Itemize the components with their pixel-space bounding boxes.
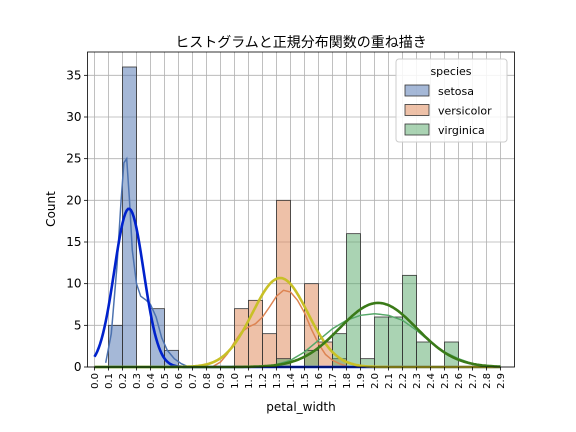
x-tick-label: 1.3 [272, 373, 283, 389]
x-tick-label: 0.0 [90, 373, 101, 389]
legend-label-setosa: setosa [438, 85, 474, 98]
x-tick-label: 0.4 [146, 373, 157, 389]
y-tick-label: 0 [74, 360, 82, 374]
bar-virginica [416, 341, 431, 368]
x-tick-label: 1.2 [258, 373, 269, 389]
x-tick-label: 2.9 [496, 373, 507, 389]
y-tick-label: 5 [74, 318, 82, 332]
legend-label-virginica: virginica [438, 124, 485, 137]
x-tick-label: 1.1 [244, 373, 255, 389]
chart-title: ヒストグラムと正規分布関数の重ね描き [175, 35, 427, 51]
x-tick-label: 0.8 [202, 373, 213, 389]
legend-swatch-virginica [404, 123, 430, 136]
y-tick-label: 10 [66, 277, 81, 291]
x-tick-label: 0.6 [174, 373, 185, 389]
x-tick-label: 0.1 [104, 373, 115, 389]
x-tick-label: 0.3 [132, 373, 143, 389]
legend-label-versicolor: versicolor [438, 105, 492, 118]
x-tick-label: 1.5 [300, 373, 311, 389]
x-tick-label: 2.3 [412, 373, 423, 389]
y-tick-label: 15 [66, 235, 81, 249]
bar-virginica [374, 316, 389, 368]
bar-versicolor [248, 299, 263, 368]
y-axis-label: Count [44, 191, 58, 227]
y-tick-label: 20 [66, 193, 81, 207]
y-tick-label: 25 [66, 152, 81, 166]
legend-swatch-setosa [404, 84, 430, 97]
x-tick-label: 1.9 [356, 373, 367, 389]
bar-virginica [388, 316, 403, 368]
histogram-bars [108, 66, 459, 368]
bar-setosa [108, 324, 123, 368]
plot-frame [87, 51, 515, 368]
legend-title: species [430, 65, 471, 78]
x-tick-label: 0.5 [160, 373, 171, 389]
x-tick-label: 2.8 [482, 373, 493, 389]
x-tick-label: 1.8 [342, 373, 353, 389]
kde-line-setosa [104, 156, 188, 367]
x-tick-label: 1.0 [230, 373, 241, 389]
y-axis-ticks: 0 5 10 15 20 25 30 35 [66, 68, 88, 374]
x-tick-label: 2.5 [440, 373, 451, 389]
legend-swatch-versicolor [404, 104, 430, 116]
x-tick-label: 2.1 [384, 373, 395, 389]
x-tick-label: 0.9 [216, 373, 227, 389]
x-tick-label: 2.7 [468, 373, 479, 389]
x-tick-label: 2.4 [426, 373, 437, 389]
legend: species setosa versicolor virginica [395, 58, 508, 143]
x-tick-label: 1.6 [314, 373, 325, 389]
bar-virginica [346, 233, 361, 368]
x-axis-label: petal_width [266, 400, 335, 414]
bar-versicolor [276, 199, 291, 368]
y-tick-label: 35 [66, 68, 81, 82]
x-tick-label: 0.2 [118, 373, 129, 389]
x-tick-label: 2.6 [454, 373, 465, 389]
x-tick-label: 2.0 [370, 373, 381, 389]
bar-versicolor [262, 333, 277, 368]
x-tick-label: 2.2 [398, 373, 409, 389]
x-axis-ticks: 0.0 0.1 0.2 0.3 0.4 0.5 0.6 0.7 0.8 0.9 1.0 1.1 1.2 1… [90, 367, 507, 389]
x-tick-label: 1.7 [328, 373, 339, 389]
x-tick-label: 0.7 [188, 373, 199, 389]
x-tick-label: 1.4 [286, 373, 297, 389]
legend-box [395, 58, 508, 143]
y-tick-label: 30 [66, 110, 81, 124]
